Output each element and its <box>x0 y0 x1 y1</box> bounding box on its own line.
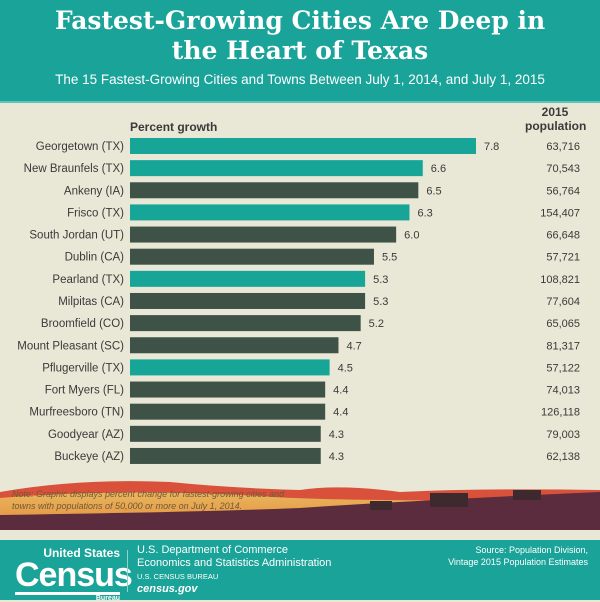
footer: United States Census Bureau U.S. Departm… <box>0 540 600 602</box>
bar <box>130 270 366 287</box>
city-label: Pearland (TX) <box>52 274 124 286</box>
value-label: 6.0 <box>404 230 419 242</box>
footnote: Note: Graphic displays percent change fo… <box>12 489 285 511</box>
city-label: Georgetown (TX) <box>36 141 124 153</box>
city-label: Dublin (CA) <box>65 252 125 264</box>
population-value: 108,821 <box>540 274 580 286</box>
city-label: Murfreesboro (TN) <box>29 407 124 419</box>
department-info: U.S. Department of Commerce Economics an… <box>137 544 331 596</box>
esa-name: Economics and Statistics Administration <box>137 557 332 569</box>
logo-bottom: Bureau <box>15 592 120 602</box>
bar <box>130 292 366 309</box>
value-label: 6.5 <box>426 185 441 197</box>
population-value: 57,721 <box>546 252 580 264</box>
landscape-illustration <box>0 481 600 530</box>
population-value: 56,764 <box>546 185 580 197</box>
value-label: 4.5 <box>338 362 353 374</box>
city-label: Goodyear (AZ) <box>48 429 124 441</box>
population-value: 70,543 <box>546 163 580 175</box>
city-label: Broomfield (CO) <box>41 318 124 330</box>
bar <box>130 359 330 376</box>
population-value: 77,604 <box>546 296 580 308</box>
bar <box>130 160 423 177</box>
value-label: 5.5 <box>382 252 397 264</box>
population-value: 63,716 <box>546 141 580 153</box>
value-label: 4.3 <box>329 429 344 441</box>
bar-chart: Georgetown (TX) 7.8 63,716 New Braunfels (T… <box>17 138 580 464</box>
bar <box>130 403 326 420</box>
value-label: 4.3 <box>329 451 344 463</box>
bar <box>130 248 374 265</box>
source-note: Source: Population Division, Vintage 201… <box>448 544 588 568</box>
bar <box>130 315 361 332</box>
bar <box>130 425 321 442</box>
population-value: 66,648 <box>546 230 580 242</box>
city-label: Buckeye (AZ) <box>54 451 124 463</box>
population-value: 126,118 <box>541 407 580 419</box>
source-line-2: Vintage 2015 Population Estimates <box>448 557 588 567</box>
population-header: 2015 population <box>525 105 587 133</box>
city-label: Mount Pleasant (SC) <box>17 340 124 352</box>
population-value: 62,138 <box>546 451 580 463</box>
bar <box>130 337 339 354</box>
value-label: 6.6 <box>431 163 446 175</box>
bar <box>130 381 326 398</box>
logo-main: Census <box>15 556 133 594</box>
dept-name: U.S. Department of Commerce <box>137 544 288 556</box>
city-label: New Braunfels (TX) <box>24 163 125 175</box>
population-value: 79,003 <box>546 429 580 441</box>
logo-top: United States <box>43 546 120 560</box>
source-line-1: Source: Population Division, <box>475 545 588 555</box>
value-label: 4.4 <box>333 407 348 419</box>
population-value: 57,122 <box>546 362 580 374</box>
city-label: Fort Myers (FL) <box>45 385 124 397</box>
population-value: 81,317 <box>546 340 580 352</box>
divider <box>127 550 128 592</box>
page-title: Fastest-Growing Cities Are Deep in the H… <box>54 6 546 65</box>
population-value: 154,407 <box>540 207 580 219</box>
city-label: Ankeny (IA) <box>64 185 124 197</box>
city-label: Pflugerville (TX) <box>42 362 124 374</box>
value-label: 5.2 <box>369 318 384 330</box>
website-link[interactable]: census.gov <box>137 583 198 595</box>
bar <box>130 204 410 221</box>
value-label: 4.4 <box>333 385 348 397</box>
bureau-name: U.S. CENSUS BUREAU <box>137 572 219 581</box>
population-value: 65,065 <box>546 318 580 330</box>
population-value: 74,013 <box>546 385 580 397</box>
bar <box>130 138 476 154</box>
header: Fastest-Growing Cities Are Deep in the H… <box>0 0 600 103</box>
city-label: Frisco (TX) <box>67 207 124 219</box>
value-label: 5.3 <box>373 274 388 286</box>
percent-growth-header: Percent growth <box>130 120 218 134</box>
value-label: 7.8 <box>484 141 499 153</box>
value-label: 6.3 <box>417 207 432 219</box>
value-label: 4.7 <box>346 340 361 352</box>
bar <box>130 447 321 464</box>
bar <box>130 226 397 243</box>
bar <box>130 182 419 199</box>
census-logo[interactable]: United States Census Bureau <box>15 546 133 602</box>
city-label: South Jordan (UT) <box>29 230 124 242</box>
city-label: Milpitas (CA) <box>58 296 124 308</box>
subtitle: The 15 Fastest-Growing Cities and Towns … <box>55 72 545 87</box>
value-label: 5.3 <box>373 296 388 308</box>
